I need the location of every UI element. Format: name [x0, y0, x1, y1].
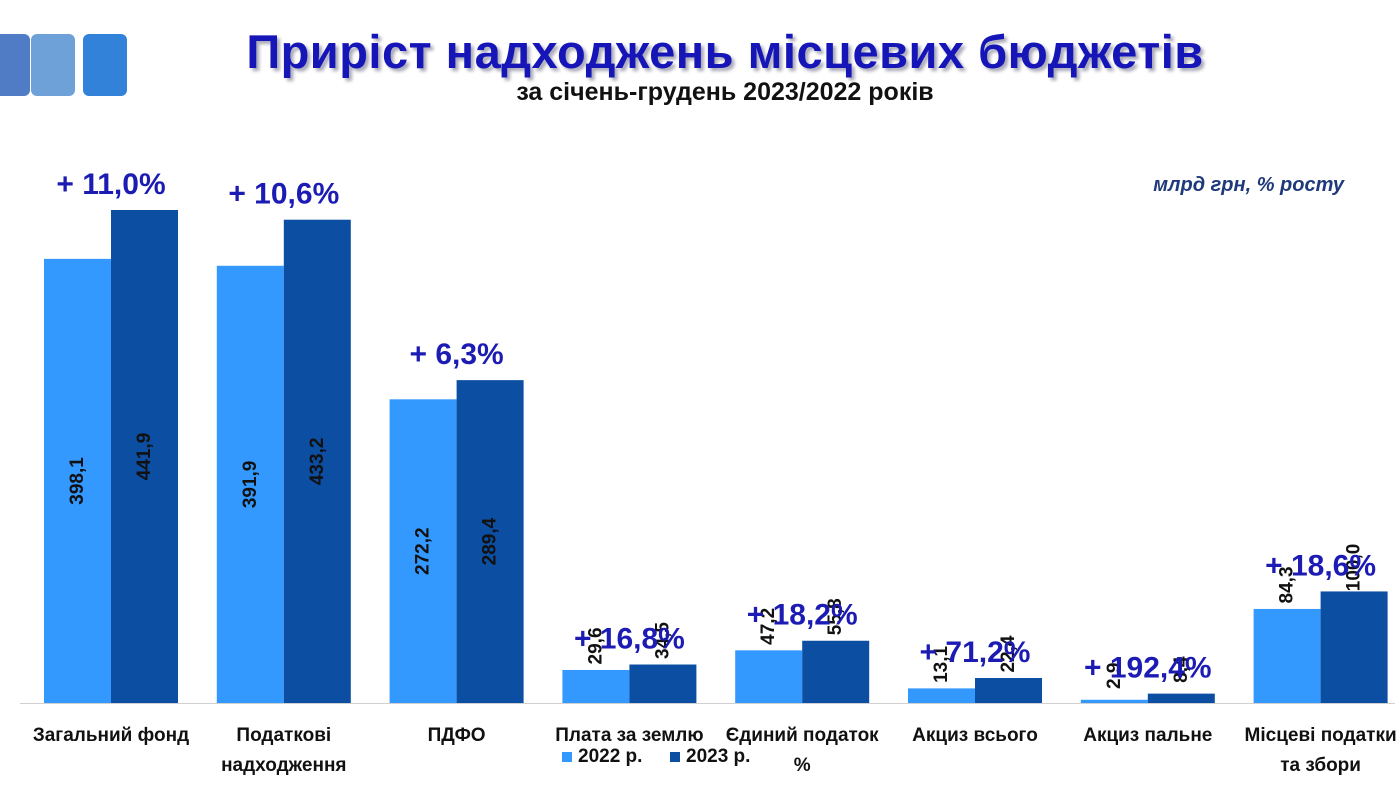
data-label: 84,3	[1277, 566, 1298, 603]
bar-2023	[975, 678, 1042, 703]
category-label: Місцеві податки	[1245, 725, 1397, 746]
bar-2023	[1147, 693, 1215, 703]
bar-2022	[1253, 608, 1321, 703]
growth-label: + 6,3%	[409, 338, 503, 371]
data-label: 2,9	[1104, 663, 1125, 689]
bar-2023	[802, 640, 870, 703]
data-label: 22,4	[998, 635, 1019, 672]
data-label: 289,4	[480, 517, 501, 565]
data-label: 13,1	[931, 645, 952, 682]
bar-2022	[44, 258, 111, 703]
bar-2022	[389, 399, 457, 703]
data-label: 433,2	[307, 438, 328, 486]
category-label: та збори	[1280, 755, 1361, 776]
bar-2022	[735, 650, 803, 703]
category-label: Акциз пальне	[1083, 725, 1212, 746]
legend-item-2023: 2023 р.	[670, 746, 750, 768]
growth-label: + 18,2%	[747, 599, 858, 632]
growth-label: + 11,0%	[56, 168, 165, 201]
category-label: Плата за землю	[555, 725, 703, 746]
growth-label: + 16,8%	[574, 623, 685, 656]
data-label: 391,9	[240, 461, 261, 509]
bar-2023	[629, 664, 697, 703]
chart-subtitle: за січень-грудень 2023/2022 років	[516, 78, 934, 106]
data-label: 272,2	[413, 527, 434, 575]
growth-label: + 192,4%	[1084, 652, 1212, 685]
bar-2022	[562, 669, 630, 703]
bar-2022	[216, 265, 284, 703]
data-label: 8,4	[1171, 656, 1192, 683]
legend-swatch-2022	[562, 751, 572, 762]
bar-2023	[1320, 591, 1388, 703]
decor-square-3	[83, 34, 127, 96]
category-label: ПДФО	[428, 725, 486, 746]
data-label: 100,0	[1344, 544, 1365, 592]
category-label: Акциз всього	[912, 725, 1038, 746]
category-label: Податкові	[236, 725, 331, 746]
decor-square-2	[31, 34, 75, 96]
bar-2023	[283, 219, 351, 703]
bar-2022	[1080, 699, 1148, 703]
legend-label-2022: 2022 р.	[578, 746, 643, 767]
data-label: 47,2	[758, 608, 779, 645]
bar-2023	[111, 210, 178, 703]
growth-label: + 10,6%	[228, 178, 339, 211]
category-label: надходження	[221, 755, 346, 776]
data-label: 34,5	[652, 622, 673, 659]
legend-item-2022: 2022 р.	[562, 746, 642, 768]
bar-2023	[456, 380, 524, 703]
data-label: 398,1	[67, 457, 88, 505]
chart-title: Приріст надходжень місцевих бюджетів	[246, 25, 1204, 78]
growth-label: + 18,6%	[1265, 549, 1376, 582]
decor-square-1	[0, 34, 30, 96]
legend-label-2023: 2023 р.	[686, 746, 751, 767]
category-label: %	[794, 755, 811, 776]
data-label: 55,8	[825, 598, 846, 635]
data-label: 441,9	[134, 433, 155, 481]
unit-label: млрд грн, % росту	[1153, 174, 1344, 196]
category-label: Єдиний податок	[726, 725, 879, 746]
category-label: Загальний фонд	[33, 725, 189, 746]
bar-2022	[908, 688, 975, 703]
data-label: 29,6	[585, 627, 606, 664]
legend-swatch-2023	[670, 751, 680, 762]
growth-label: + 71,2%	[920, 636, 1031, 669]
